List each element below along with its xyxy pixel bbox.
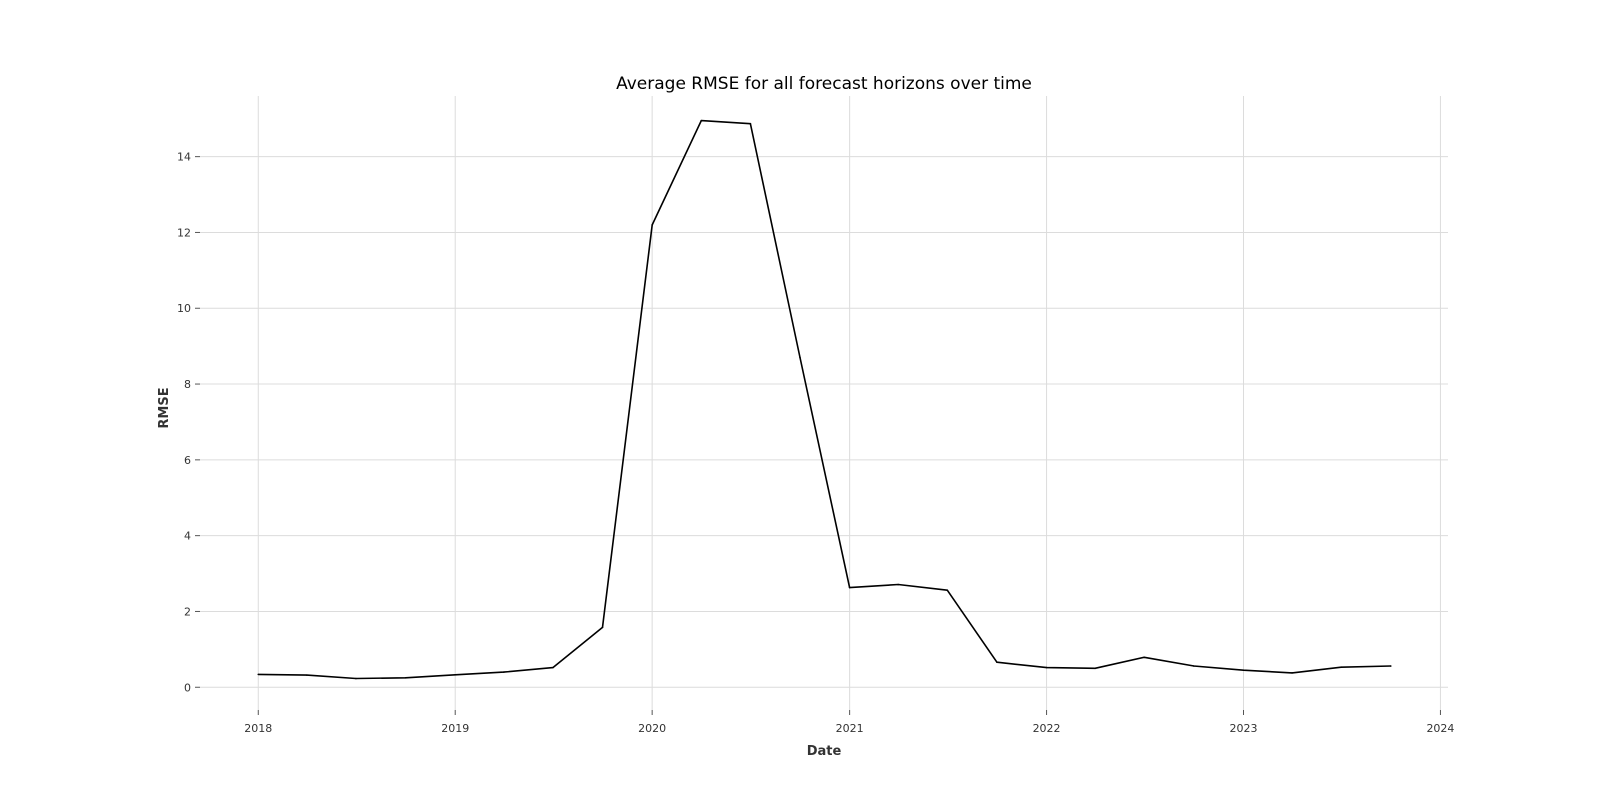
data-point [946, 589, 949, 592]
data-point [1291, 672, 1293, 674]
data-point [454, 673, 457, 676]
y-tick-label: 6 [184, 454, 191, 467]
data-point [749, 122, 752, 125]
data-point [700, 119, 703, 122]
axes: 0 2 4 6 8 10 12 14 2018 2019 2020 2021 2022 2023 2024 [177, 151, 1454, 735]
data-point [897, 583, 899, 586]
data-point [651, 224, 653, 226]
y-tick-label: 14 [177, 151, 191, 164]
y-axis-label: RMSE [157, 387, 172, 428]
data-point [1045, 666, 1048, 669]
y-tick-label: 0 [184, 681, 191, 694]
y-tick-label: 12 [177, 226, 191, 239]
data-point [355, 677, 357, 680]
data-point [799, 356, 801, 359]
data-point [552, 666, 554, 669]
data-point [996, 661, 998, 664]
y-tick-label: 10 [177, 302, 191, 315]
data-point [1094, 667, 1096, 670]
data-point [1193, 665, 1195, 667]
series-line-rmse [258, 119, 1391, 680]
x-axis-label: Date [807, 744, 842, 759]
x-tick-label: 2021 [836, 722, 864, 735]
data-point [502, 671, 505, 673]
data-point [1340, 666, 1342, 668]
data-point [1242, 669, 1245, 672]
data-point [1390, 665, 1392, 667]
x-tick-label: 2024 [1426, 722, 1454, 735]
data-point [848, 586, 851, 589]
x-tick-label: 2023 [1230, 722, 1258, 735]
data-point [601, 626, 604, 629]
data-point [1143, 656, 1146, 659]
data-point [306, 674, 308, 676]
chart-title: Average RMSE for all forecast horizons o… [616, 74, 1032, 94]
x-tick-label: 2018 [244, 722, 272, 735]
series [257, 119, 1392, 680]
grid [200, 96, 1448, 710]
y-tick-label: 8 [184, 378, 191, 391]
y-tick-label: 2 [184, 605, 191, 618]
x-tick-label: 2020 [638, 722, 666, 735]
data-point [404, 676, 407, 679]
y-tick-label: 4 [184, 530, 191, 543]
x-tick-label: 2019 [441, 722, 469, 735]
x-tick-label: 2022 [1033, 722, 1061, 735]
data-point [257, 673, 260, 676]
